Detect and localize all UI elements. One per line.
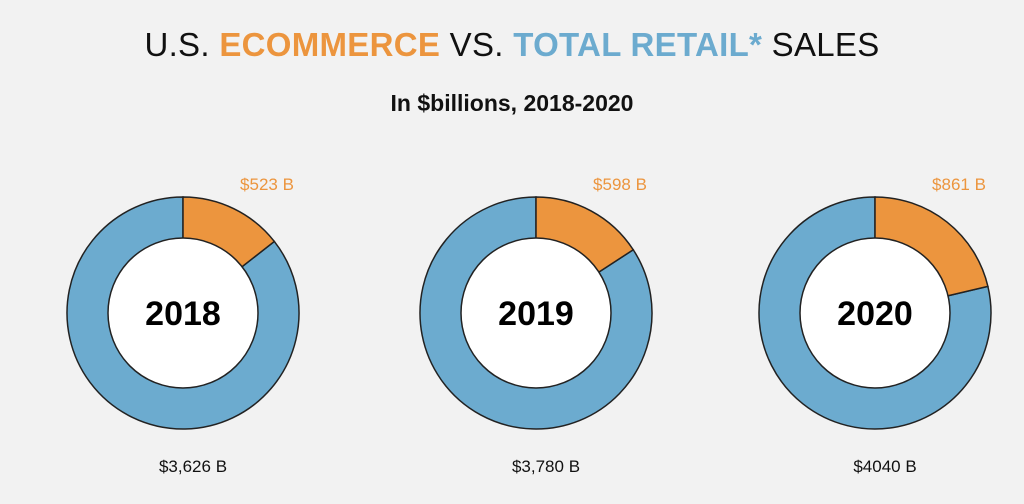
- donut-2020: 2020 $861 B $4040 B: [758, 175, 992, 476]
- total-value-label-2018: $3,626 B: [159, 457, 227, 476]
- donut-hole-2019: [460, 237, 612, 389]
- ecommerce-value-label-2019: $598 B: [593, 175, 647, 194]
- ecommerce-value-label-2018: $523 B: [240, 175, 294, 194]
- donut-hole-2018: [107, 237, 259, 389]
- ecommerce-value-label-2020: $861 B: [932, 175, 986, 194]
- title-prefix: U.S.: [144, 26, 220, 63]
- year-label-2019: 2019: [498, 295, 574, 333]
- title-ecommerce: ECOMMERCE: [219, 26, 441, 63]
- title-vs: VS.: [440, 26, 514, 63]
- total-value-label-2020: $4040 B: [853, 457, 916, 476]
- chart-title: U.S. ECOMMERCE VS. TOTAL RETAIL* SALES: [0, 26, 1024, 64]
- year-label-2018: 2018: [145, 295, 221, 333]
- total-value-label-2019: $3,780 B: [512, 457, 580, 476]
- chart-subtitle: In $billions, 2018-2020: [390, 90, 634, 116]
- donut-2018: 2018 $523 B $3,626 B: [66, 175, 300, 476]
- year-label-2020: 2020: [837, 295, 913, 333]
- title-total-retail: TOTAL RETAIL*: [513, 26, 763, 63]
- total-retail-slice-2020: [758, 196, 992, 430]
- title-suffix: SALES: [762, 26, 880, 63]
- donut-hole-2020: [799, 237, 951, 389]
- donut-2019: 2019 $598 B $3,780 B: [419, 175, 653, 476]
